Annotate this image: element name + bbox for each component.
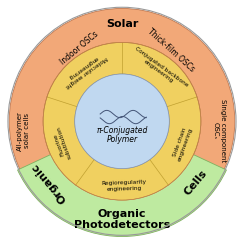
- Text: Single component
OSCₛ: Single component OSCₛ: [213, 99, 225, 163]
- Wedge shape: [43, 42, 201, 200]
- Text: Polymer: Polymer: [106, 135, 138, 144]
- Wedge shape: [18, 154, 226, 236]
- Text: Thick-film OSCs: Thick-film OSCs: [145, 26, 196, 73]
- Text: Indoor OSCs: Indoor OSCs: [59, 30, 100, 67]
- Text: Regioregularity
engineering: Regioregularity engineering: [102, 179, 147, 192]
- Text: All-polymer
solar cells: All-polymer solar cells: [17, 111, 30, 151]
- Text: Organic: Organic: [29, 161, 68, 205]
- Text: Cells: Cells: [182, 168, 209, 197]
- Text: Conjugated backbone
engineering: Conjugated backbone engineering: [131, 46, 189, 93]
- Text: Side chain
engineering: Side chain engineering: [171, 125, 193, 162]
- Text: Organic
Photodetectors: Organic Photodetectors: [74, 209, 170, 230]
- Wedge shape: [9, 9, 235, 234]
- Text: Solar: Solar: [106, 19, 138, 29]
- Text: Fluorine
substitution: Fluorine substitution: [51, 125, 73, 161]
- Text: π-Conjugated: π-Conjugated: [96, 126, 148, 135]
- Text: Molecular weight
engineering: Molecular weight engineering: [61, 50, 108, 88]
- Circle shape: [75, 74, 169, 169]
